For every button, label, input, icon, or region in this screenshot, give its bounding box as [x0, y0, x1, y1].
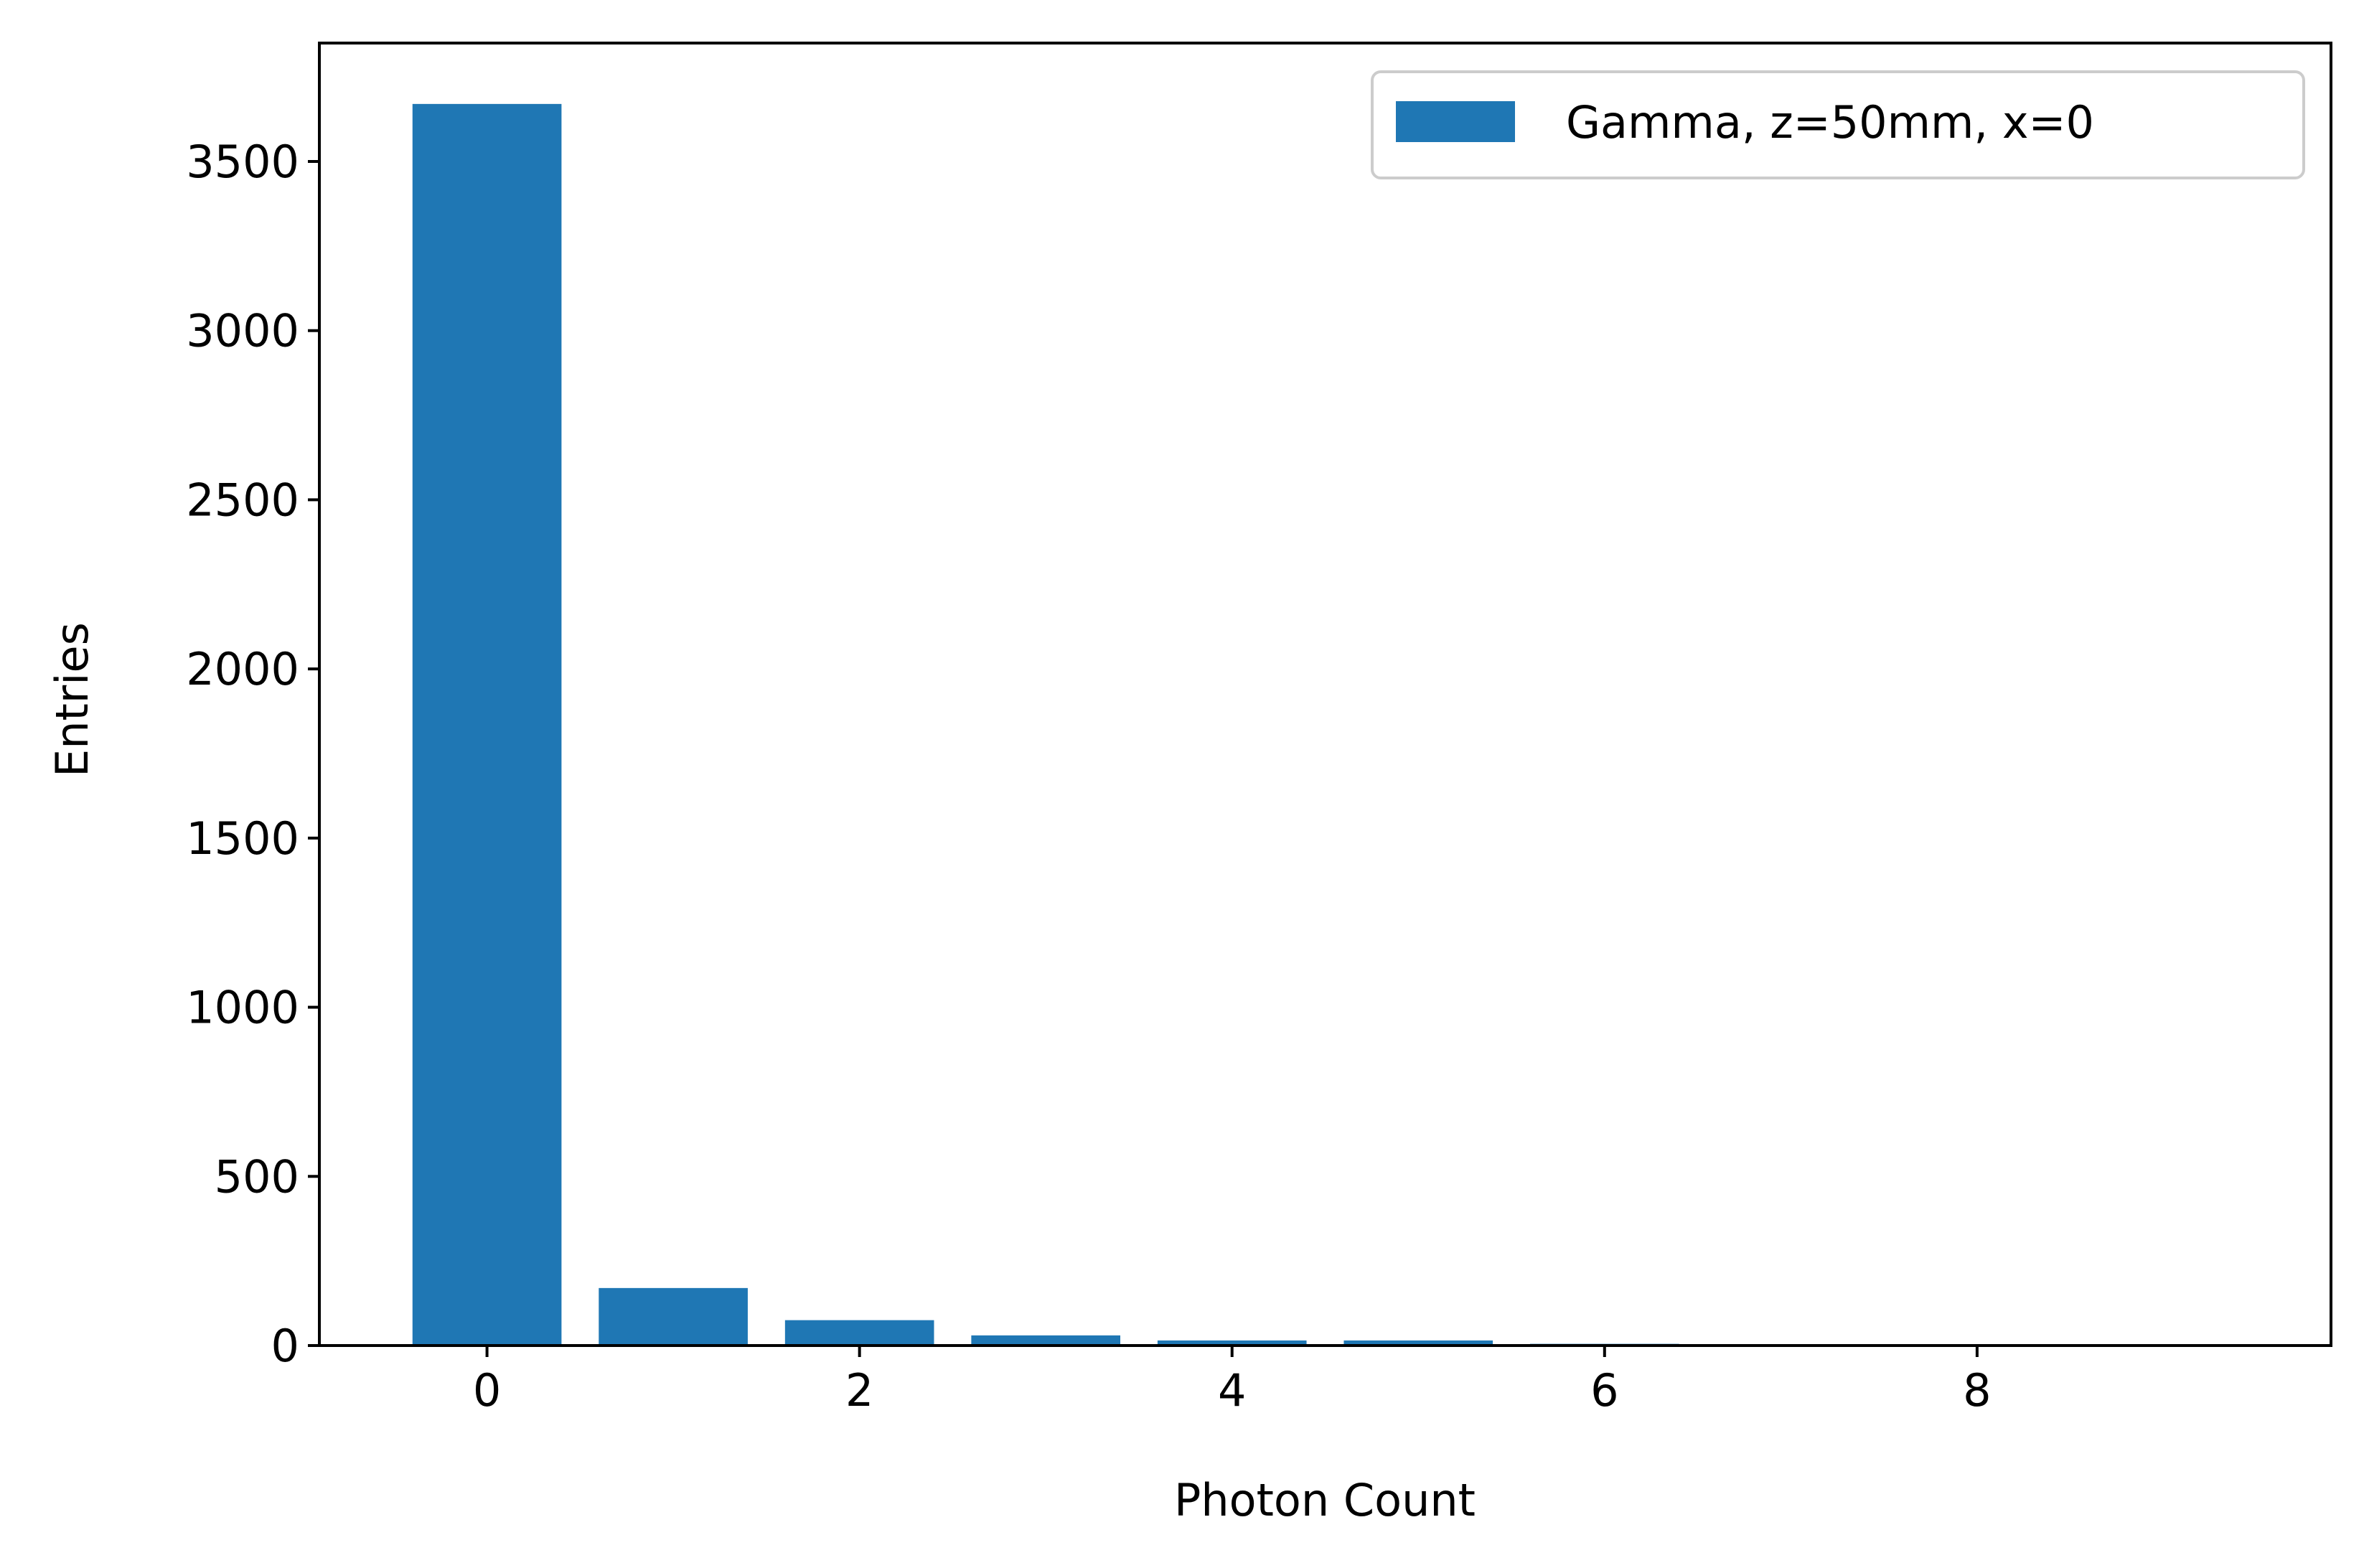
x-tick-label-2: 2: [845, 1364, 873, 1417]
bar-4: [1157, 1340, 1307, 1346]
y-axis: 0 500 1000 1500 2000 2500 3000 3500: [186, 136, 319, 1372]
y-tick-label-3500: 3500: [186, 136, 299, 188]
y-tick-label-500: 500: [215, 1150, 299, 1203]
y-tick-label-1000: 1000: [186, 982, 299, 1034]
legend-box: [1371, 70, 2305, 179]
x-tick-label-0: 0: [473, 1364, 501, 1417]
y-tick-label-1500: 1500: [186, 812, 299, 865]
bar-5: [1343, 1340, 1493, 1346]
x-axis: 0 2 4 6 8: [473, 1346, 1992, 1417]
legend-swatch: [1396, 101, 1515, 142]
bar-0: [412, 103, 562, 1346]
x-tick-label-6: 6: [1590, 1364, 1618, 1417]
y-tick-label-3000: 3000: [186, 305, 299, 357]
x-tick-label-4: 4: [1218, 1364, 1246, 1417]
bar-3: [971, 1335, 1121, 1346]
y-tick-label-0: 0: [271, 1320, 299, 1372]
bars-layer: [412, 103, 2238, 1346]
y-tick-label-2000: 2000: [186, 643, 299, 695]
bar-1: [599, 1287, 748, 1346]
bar-2: [784, 1320, 934, 1346]
x-tick-label-8: 8: [1963, 1364, 1991, 1417]
legend-label: Gamma, z=50mm, x=0: [1566, 96, 2094, 149]
plot-frame: [318, 42, 2332, 1347]
y-tick-label-2500: 2500: [186, 474, 299, 526]
x-axis-title: Photon Count: [1174, 1474, 1476, 1526]
y-axis-title: Entries: [46, 622, 98, 777]
legend: Gamma, z=50mm, x=0: [1371, 70, 2305, 179]
